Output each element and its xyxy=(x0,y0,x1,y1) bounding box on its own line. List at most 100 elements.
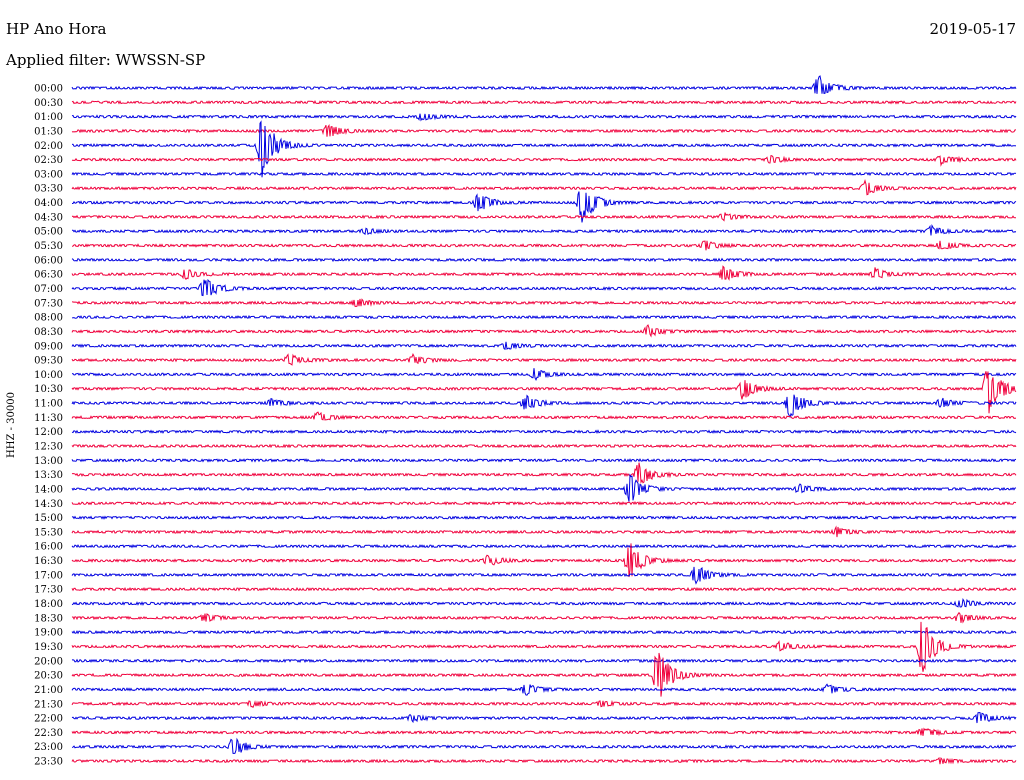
time-tick-label: 06:30 xyxy=(34,270,63,281)
trace-line xyxy=(71,566,1017,585)
time-tick-label: 10:30 xyxy=(34,384,63,395)
time-tick-label: 01:30 xyxy=(34,126,63,137)
trace-line xyxy=(71,368,1017,381)
time-tick-label: 01:00 xyxy=(34,112,63,123)
time-tick-label: 03:30 xyxy=(34,184,63,195)
time-tick-label: 00:00 xyxy=(34,84,63,95)
trace-line xyxy=(71,611,1017,624)
trace-line xyxy=(71,212,1017,222)
time-tick-label: 14:00 xyxy=(34,484,63,495)
trace-line xyxy=(71,113,1017,122)
time-tick-label: 08:00 xyxy=(34,313,63,324)
trace-line xyxy=(71,711,1017,724)
trace-line xyxy=(71,683,1017,696)
trace-line xyxy=(71,341,1017,351)
time-tick-label: 09:30 xyxy=(34,356,63,367)
trace-line xyxy=(71,314,1017,320)
trace-line xyxy=(71,699,1017,709)
time-tick-label: 18:00 xyxy=(34,599,63,610)
filter-label: Applied filter: WWSSN-SP xyxy=(6,51,206,69)
time-tick-label: 04:00 xyxy=(34,198,63,209)
time-tick-label: 22:00 xyxy=(34,714,63,725)
time-tick-label: 19:30 xyxy=(34,642,63,653)
time-tick-label: 13:00 xyxy=(34,456,63,467)
time-tick-label: 05:00 xyxy=(34,227,63,238)
time-tick-label: 14:30 xyxy=(34,499,63,510)
time-tick-label: 00:30 xyxy=(34,98,63,109)
trace-line xyxy=(71,621,1017,672)
trace-line xyxy=(71,278,1017,297)
trace-line xyxy=(71,473,1017,502)
trace-line xyxy=(71,597,1017,608)
time-tick-label: 17:00 xyxy=(34,570,63,581)
time-tick-label: 22:30 xyxy=(34,728,63,739)
time-tick-label: 15:30 xyxy=(34,527,63,538)
trace-line xyxy=(71,543,1017,578)
time-tick-label: 03:00 xyxy=(34,169,63,180)
time-tick-label: 19:00 xyxy=(34,628,63,639)
time-tick-label: 11:00 xyxy=(34,399,63,410)
time-tick-label: 21:30 xyxy=(34,699,63,710)
trace-line xyxy=(71,324,1017,338)
time-tick-label: 10:00 xyxy=(34,370,63,381)
trace-line xyxy=(71,458,1017,463)
trace-line xyxy=(71,629,1017,635)
trace-line xyxy=(71,120,1017,178)
trace-line xyxy=(71,429,1017,435)
time-tick-label: 23:00 xyxy=(34,742,63,753)
date-label: 2019-05-17 xyxy=(929,20,1016,38)
trace-lines xyxy=(71,75,1017,765)
trace-line xyxy=(71,756,1017,765)
time-tick-label: 16:30 xyxy=(34,556,63,567)
trace-line xyxy=(71,652,1017,697)
time-tick-labels: 00:00 00:30 01:00 01:30 02:00 02:30 03:00 03:30… xyxy=(34,84,63,768)
time-tick-label: 12:30 xyxy=(34,442,63,453)
trace-line xyxy=(71,462,1017,485)
trace-line xyxy=(71,727,1017,737)
time-tick-label: 21:00 xyxy=(34,685,63,696)
time-tick-label: 07:00 xyxy=(34,284,63,295)
trace-line xyxy=(71,443,1017,449)
trace-line xyxy=(71,371,1017,414)
trace-line xyxy=(71,515,1017,520)
time-tick-label: 11:30 xyxy=(34,413,63,424)
trace-line xyxy=(71,257,1017,263)
trace-line xyxy=(71,171,1017,177)
time-tick-label: 20:00 xyxy=(34,656,63,667)
trace-line xyxy=(71,543,1017,549)
trace-line xyxy=(71,500,1017,506)
trace-line xyxy=(71,100,1017,105)
trace-line xyxy=(71,658,1017,664)
time-tick-label: 20:30 xyxy=(34,671,63,682)
time-tick-label: 04:30 xyxy=(34,212,63,223)
station-title: HP Ano Hora xyxy=(6,20,107,38)
trace-line xyxy=(71,394,1017,419)
time-tick-label: 15:00 xyxy=(34,513,63,524)
trace-line xyxy=(72,223,1017,236)
trace-line xyxy=(71,124,1016,137)
trace-line xyxy=(71,265,1017,281)
trace-line xyxy=(71,178,1017,196)
time-tick-label: 16:00 xyxy=(34,542,63,553)
trace-line xyxy=(71,525,1017,538)
trace-line xyxy=(71,737,1017,755)
time-tick-label: 02:30 xyxy=(34,155,63,166)
time-tick-label: 05:30 xyxy=(34,241,63,252)
time-tick-label: 17:30 xyxy=(34,585,63,596)
time-tick-label: 07:30 xyxy=(34,298,63,309)
time-tick-label: 18:30 xyxy=(34,613,63,624)
time-tick-label: 06:00 xyxy=(34,255,63,266)
trace-line xyxy=(71,240,1017,251)
trace-line xyxy=(71,411,1017,421)
time-tick-label: 13:30 xyxy=(34,470,63,481)
trace-line xyxy=(71,155,1017,167)
time-tick-label: 02:00 xyxy=(34,141,63,152)
trace-line xyxy=(71,75,1017,94)
time-tick-label: 09:00 xyxy=(34,341,63,352)
trace-line xyxy=(72,298,1017,308)
time-tick-label: 23:30 xyxy=(34,757,63,768)
trace-line xyxy=(71,352,1017,366)
time-tick-label: 08:30 xyxy=(34,327,63,338)
time-tick-label: 12:00 xyxy=(34,427,63,438)
